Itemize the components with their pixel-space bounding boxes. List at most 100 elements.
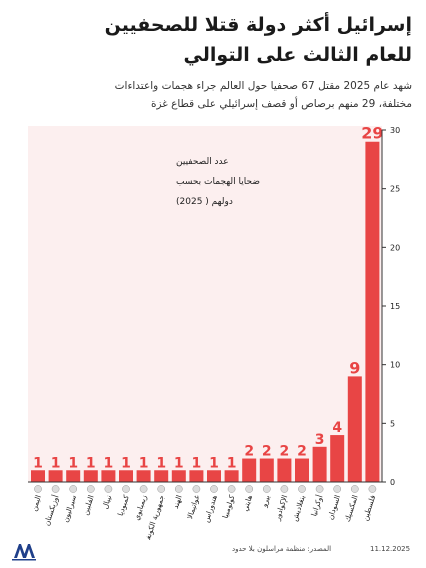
category-label-7: زيمبابوي <box>132 493 149 521</box>
bar-value-label-15: 2 <box>280 444 290 460</box>
bar-value-label-12: 1 <box>227 455 237 471</box>
flag-icon-14 <box>262 485 271 493</box>
bar-value-label-8: 1 <box>156 455 166 471</box>
flag-icon-5 <box>104 485 113 493</box>
bar-value-label-19: 9 <box>349 358 360 377</box>
category-label-12: كولومبيا <box>221 493 237 519</box>
bar-16 <box>295 458 309 482</box>
flag-icon-7 <box>139 485 148 493</box>
page-title: إسرائيل أكثر دولة قتلا للصحفيين للعام ال… <box>12 10 412 70</box>
bar-value-label-14: 2 <box>262 444 272 460</box>
bar-7 <box>136 470 151 482</box>
bar-10 <box>189 470 204 482</box>
y-tick-label-0: 0 <box>390 478 395 487</box>
category-label-9: الهند <box>171 494 184 510</box>
category-label-16: بنغلاديش <box>290 494 307 523</box>
category-label-10: غواتيمالا <box>185 494 201 520</box>
flag-icon-3 <box>69 485 78 493</box>
source-note: المصدر: منظمة مراسلون بلا حدود <box>232 545 332 553</box>
bar-8 <box>154 470 169 482</box>
flag-icon-20 <box>368 485 377 493</box>
y-tick-label-3: 15 <box>390 302 400 311</box>
category-label-14: بيرو <box>259 494 272 509</box>
annotation-line-2: ضحايا الهجمات بحسب <box>176 177 260 187</box>
bar-18 <box>330 435 345 482</box>
category-label-19: المكسيك <box>343 494 360 523</box>
category-label-13: هايتي <box>240 494 254 513</box>
flag-icon-13 <box>245 485 254 493</box>
flag-icon-8 <box>157 485 166 493</box>
bar-value-label-18: 4 <box>332 420 342 436</box>
flag-icon-1 <box>34 485 42 493</box>
bar-4 <box>83 470 98 482</box>
page-subtitle: شهد عام 2025 مقتل 67 صحفيا حول العالم جر… <box>12 77 412 113</box>
category-label-11: هندوراس <box>202 494 219 524</box>
category-label-1: اليمن <box>29 494 43 512</box>
category-label-4: الفلبين <box>81 494 96 516</box>
category-label-2: أوزبكستان <box>41 494 60 527</box>
bar-12 <box>224 470 239 482</box>
bar-value-label-2: 1 <box>51 455 61 471</box>
bar-1 <box>31 470 45 482</box>
flag-icon-9 <box>174 485 183 493</box>
flag-icon-15 <box>280 485 289 493</box>
bar-value-label-20: 29 <box>361 124 383 143</box>
y-tick-label-5: 25 <box>390 185 400 194</box>
agency-logo <box>10 540 38 566</box>
flag-icon-19 <box>350 485 359 493</box>
category-label-20: فلسطين <box>361 494 378 522</box>
y-tick-label-2: 10 <box>390 361 400 370</box>
title-line-1: إسرائيل أكثر دولة قتلا للصحفيين <box>104 14 412 36</box>
bar-value-label-16: 2 <box>297 444 307 460</box>
bar-3 <box>66 470 81 482</box>
flag-icon-16 <box>298 485 306 493</box>
bar-value-label-5: 1 <box>104 455 114 471</box>
title-line-2: للعام الثالث على التوالي <box>183 44 412 66</box>
annotation-line-1: عدد الصحفيين <box>176 157 229 167</box>
chart-panel <box>28 126 382 482</box>
bar-17 <box>312 446 327 482</box>
bar-value-label-9: 1 <box>174 455 184 471</box>
flag-icon-2 <box>51 485 60 493</box>
category-label-18: السودان <box>326 494 342 521</box>
bar-5 <box>101 470 116 482</box>
bar-value-label-1: 1 <box>33 455 43 471</box>
bar-value-label-10: 1 <box>192 455 202 471</box>
bar-2 <box>48 470 63 482</box>
bar-value-label-17: 3 <box>315 432 325 448</box>
category-label-15: الإكوادور <box>272 494 289 523</box>
bar-value-label-7: 1 <box>139 455 149 471</box>
category-label-3: سيراليون <box>61 494 78 524</box>
category-label-17: أوكرانيا <box>308 494 324 518</box>
bar-14 <box>259 458 274 482</box>
bar-value-label-11: 1 <box>209 455 219 471</box>
annotation-line-3: دولهم ( 2025) <box>176 197 233 207</box>
y-tick-label-6: 30 <box>390 126 400 135</box>
y-tick-label-4: 20 <box>390 243 400 252</box>
flag-icon-6 <box>122 485 130 493</box>
bar-value-label-3: 1 <box>68 455 78 471</box>
bar-value-label-4: 1 <box>86 455 96 471</box>
bar-15 <box>277 458 292 482</box>
flag-icon-4 <box>86 485 95 493</box>
bar-6 <box>119 470 133 482</box>
flag-icon-12 <box>227 485 236 493</box>
flag-icon-10 <box>192 485 201 493</box>
category-label-5: نيبال <box>100 494 113 510</box>
date-note: 11.12.2025 <box>370 545 411 553</box>
subtitle-line-1: شهد عام 2025 مقتل 67 صحفيا حول العالم جر… <box>114 80 412 92</box>
bar-20 <box>365 141 380 482</box>
bar-value-label-6: 1 <box>121 455 131 471</box>
category-label-6: كمبوديا <box>116 493 131 517</box>
y-tick-label-1: 5 <box>390 419 395 428</box>
bar-9 <box>171 470 186 482</box>
subtitle-line-2: مختلفة، 29 منهم برصاص أو قصف إسرائيلي عل… <box>150 98 412 110</box>
bar-11 <box>207 470 221 482</box>
bar-13 <box>242 458 257 482</box>
flag-icon-11 <box>210 485 218 493</box>
bar-value-label-13: 2 <box>244 444 254 460</box>
flag-icon-17 <box>315 485 324 493</box>
flag-icon-18 <box>333 485 342 493</box>
bar-19 <box>347 376 362 482</box>
